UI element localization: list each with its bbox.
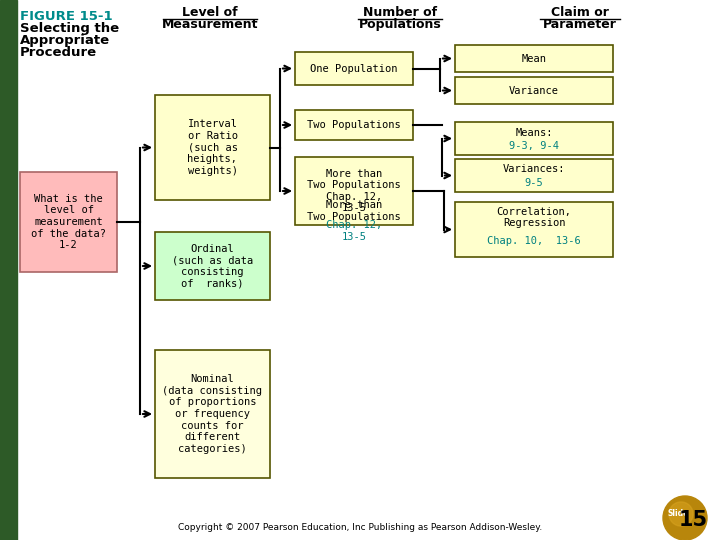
Text: Appropriate: Appropriate <box>20 34 110 47</box>
Text: Nominal
(data consisting
of proportions
or frequency
counts for
different
catego: Nominal (data consisting of proportions … <box>163 374 263 454</box>
Text: Procedure: Procedure <box>20 46 97 59</box>
FancyBboxPatch shape <box>155 350 270 478</box>
Text: More than
Two Populations
Chap. 12,
13-5: More than Two Populations Chap. 12, 13-5 <box>307 168 401 213</box>
Text: 15: 15 <box>678 510 708 530</box>
Text: Ordinal
(such as data
consisting
of  ranks): Ordinal (such as data consisting of rank… <box>172 244 253 288</box>
Circle shape <box>663 496 707 540</box>
Text: More than
Two Populations: More than Two Populations <box>307 200 401 222</box>
Text: Correlation,
Regression: Correlation, Regression <box>497 207 572 228</box>
FancyBboxPatch shape <box>455 202 613 257</box>
Bar <box>0 0 17 540</box>
Text: FIGURE 15-1: FIGURE 15-1 <box>20 10 112 23</box>
Text: Claim or: Claim or <box>551 6 609 19</box>
Text: One Population: One Population <box>310 64 397 73</box>
FancyBboxPatch shape <box>295 110 413 140</box>
Text: Slide: Slide <box>667 510 689 518</box>
FancyBboxPatch shape <box>295 157 413 225</box>
FancyBboxPatch shape <box>455 45 613 72</box>
Text: Selecting the: Selecting the <box>20 22 119 35</box>
Text: Interval
or Ratio
(such as
heights,
weights): Interval or Ratio (such as heights, weig… <box>187 119 238 176</box>
Text: Measurement: Measurement <box>162 18 258 31</box>
FancyBboxPatch shape <box>455 122 613 155</box>
Text: Populations: Populations <box>359 18 441 31</box>
FancyBboxPatch shape <box>155 95 270 200</box>
Text: Means:: Means: <box>516 127 553 138</box>
Circle shape <box>669 502 693 526</box>
Text: Chap. 12,
13-5: Chap. 12, 13-5 <box>326 220 382 242</box>
Text: Level of: Level of <box>182 6 238 19</box>
Text: Two Populations: Two Populations <box>307 120 401 130</box>
FancyBboxPatch shape <box>295 52 413 85</box>
Text: Variance: Variance <box>509 85 559 96</box>
FancyBboxPatch shape <box>455 159 613 192</box>
FancyBboxPatch shape <box>455 77 613 104</box>
Text: Number of: Number of <box>363 6 437 19</box>
Text: What is the
level of
measurement
of the data?
1-2: What is the level of measurement of the … <box>31 194 106 250</box>
Text: Copyright © 2007 Pearson Education, Inc Publishing as Pearson Addison-Wesley.: Copyright © 2007 Pearson Education, Inc … <box>178 523 542 532</box>
Text: Variances:: Variances: <box>503 165 565 174</box>
Text: 9-3, 9-4: 9-3, 9-4 <box>509 140 559 151</box>
Text: Parameter: Parameter <box>543 18 617 31</box>
Text: Chap. 10,  13-6: Chap. 10, 13-6 <box>487 237 581 246</box>
FancyBboxPatch shape <box>155 232 270 300</box>
Text: Mean: Mean <box>521 53 546 64</box>
FancyBboxPatch shape <box>20 172 117 272</box>
Text: 9-5: 9-5 <box>525 178 544 187</box>
